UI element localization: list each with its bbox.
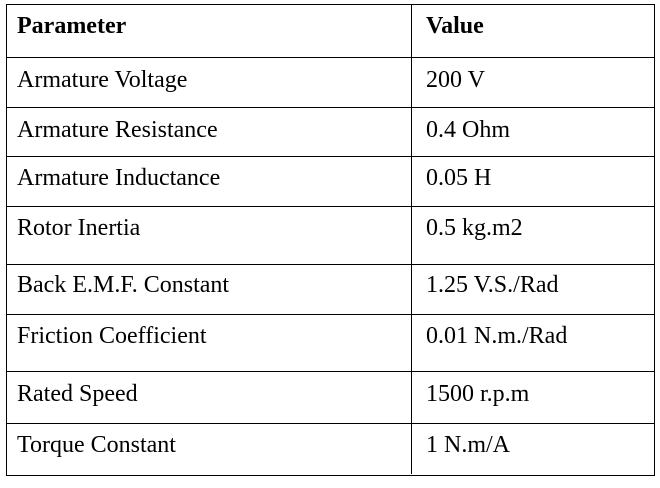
table-row: Armature Resistance 0.4 Ohm bbox=[7, 107, 654, 156]
parameter-cell: Armature Voltage bbox=[7, 58, 412, 107]
header-parameter: Parameter bbox=[7, 5, 412, 57]
parameter-cell: Back E.M.F. Constant bbox=[7, 265, 412, 314]
parameter-cell: Armature Resistance bbox=[7, 108, 412, 156]
table-row: Armature Voltage 200 V bbox=[7, 57, 654, 107]
table-header-row: Parameter Value bbox=[7, 5, 654, 57]
value-cell: 1.25 V.S./Rad bbox=[426, 272, 559, 298]
table-row: Rotor Inertia 0.5 kg.m2 bbox=[7, 206, 654, 264]
parameter-cell: Rated Speed bbox=[7, 372, 412, 423]
header-value: Value bbox=[426, 13, 484, 39]
table-row: Armature Inductance 0.05 H bbox=[7, 156, 654, 206]
parameter-cell: Torque Constant bbox=[7, 424, 412, 474]
table-row: Friction Coefficient 0.01 N.m./Rad bbox=[7, 314, 654, 371]
value-cell: 1500 r.p.m bbox=[426, 381, 530, 407]
parameter-table: Parameter Value Armature Voltage 200 V A… bbox=[6, 4, 655, 476]
value-cell: 0.01 N.m./Rad bbox=[426, 323, 568, 349]
value-cell: 1 N.m/A bbox=[426, 432, 510, 458]
value-cell: 0.5 kg.m2 bbox=[426, 215, 523, 241]
value-cell: 200 V bbox=[426, 67, 485, 93]
parameter-cell: Friction Coefficient bbox=[7, 315, 412, 371]
value-cell: 0.4 Ohm bbox=[426, 117, 510, 143]
parameter-cell: Armature Inductance bbox=[7, 157, 412, 206]
table-row: Torque Constant 1 N.m/A bbox=[7, 423, 654, 474]
table-row: Back E.M.F. Constant 1.25 V.S./Rad bbox=[7, 264, 654, 314]
table-row: Rated Speed 1500 r.p.m bbox=[7, 371, 654, 423]
value-cell: 0.05 H bbox=[426, 165, 492, 191]
parameter-cell: Rotor Inertia bbox=[7, 207, 412, 264]
